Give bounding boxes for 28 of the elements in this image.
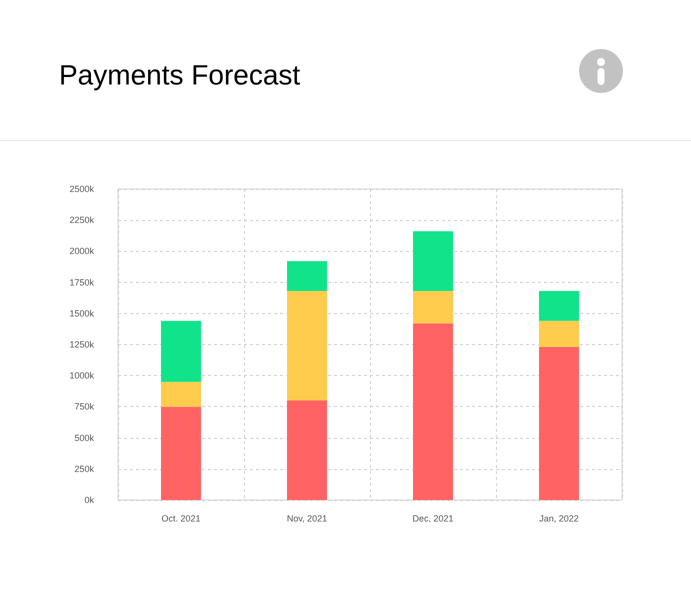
- y-tick-label: 1750k: [69, 277, 94, 288]
- x-tick-label: Nov, 2021: [286, 514, 328, 524]
- y-tick-label: 1000k: [69, 370, 94, 381]
- y-tick-label: 1500k: [69, 308, 94, 318]
- bar: [413, 231, 453, 292]
- bar: [539, 320, 579, 347]
- bar: [413, 323, 453, 500]
- y-tick-label: 2500k: [69, 184, 94, 194]
- bar: [539, 346, 579, 500]
- x-tick-label: Jan, 2022: [539, 514, 579, 524]
- y-tick-label: 2250k: [69, 215, 94, 226]
- chart-title: Payments Forecast: [59, 60, 300, 90]
- y-tick-label: 750k: [74, 402, 94, 412]
- bar: [161, 406, 201, 500]
- y-tick-label: 1250k: [69, 340, 94, 350]
- y-tick-label: 2000k: [69, 246, 94, 256]
- y-tick-label: 500k: [74, 432, 94, 443]
- bar: [287, 261, 327, 292]
- x-tick-label: Oct. 2021: [161, 514, 201, 524]
- bar: [413, 291, 453, 324]
- bar: [287, 291, 327, 400]
- y-tick-label: 250k: [74, 464, 94, 474]
- bar: [161, 382, 201, 407]
- bar: [161, 320, 201, 382]
- bar: [287, 400, 327, 500]
- x-tick-label: Dec, 2021: [412, 514, 454, 524]
- y-tick-label: 0k: [84, 495, 94, 505]
- bar: [539, 291, 579, 321]
